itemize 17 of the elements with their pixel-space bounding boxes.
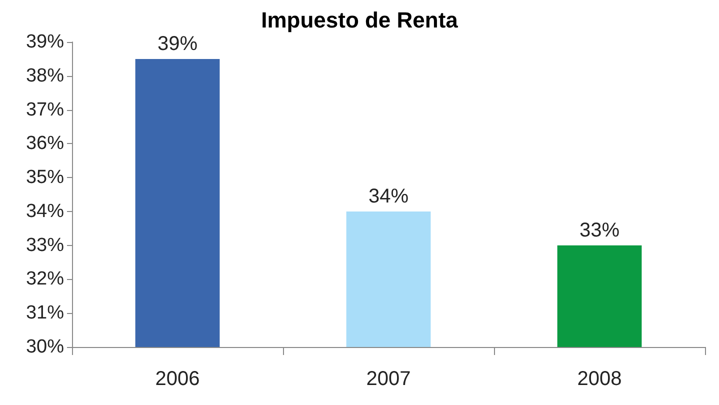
data-label: 33% — [579, 219, 620, 242]
y-tick-label: 34% — [26, 200, 64, 222]
y-tick-label: 33% — [26, 234, 64, 256]
x-tick-label: 2007 — [366, 368, 411, 390]
y-tick-label: 38% — [26, 65, 64, 86]
y-tick-label: 30% — [26, 336, 64, 358]
y-tick-label: 36% — [26, 133, 64, 154]
y-tick-label: 37% — [26, 99, 64, 120]
y-tick-label: 35% — [26, 167, 64, 188]
x-tick-label: 2008 — [577, 368, 622, 390]
y-tick-label: 39% — [26, 32, 64, 52]
y-tick-label: 31% — [26, 302, 64, 324]
data-label: 34% — [368, 185, 409, 208]
chart-title: Impuesto de Renta — [261, 8, 459, 32]
data-label: 39% — [157, 32, 198, 55]
y-tick-label: 32% — [26, 268, 64, 290]
x-tick-label: 2006 — [155, 368, 200, 390]
